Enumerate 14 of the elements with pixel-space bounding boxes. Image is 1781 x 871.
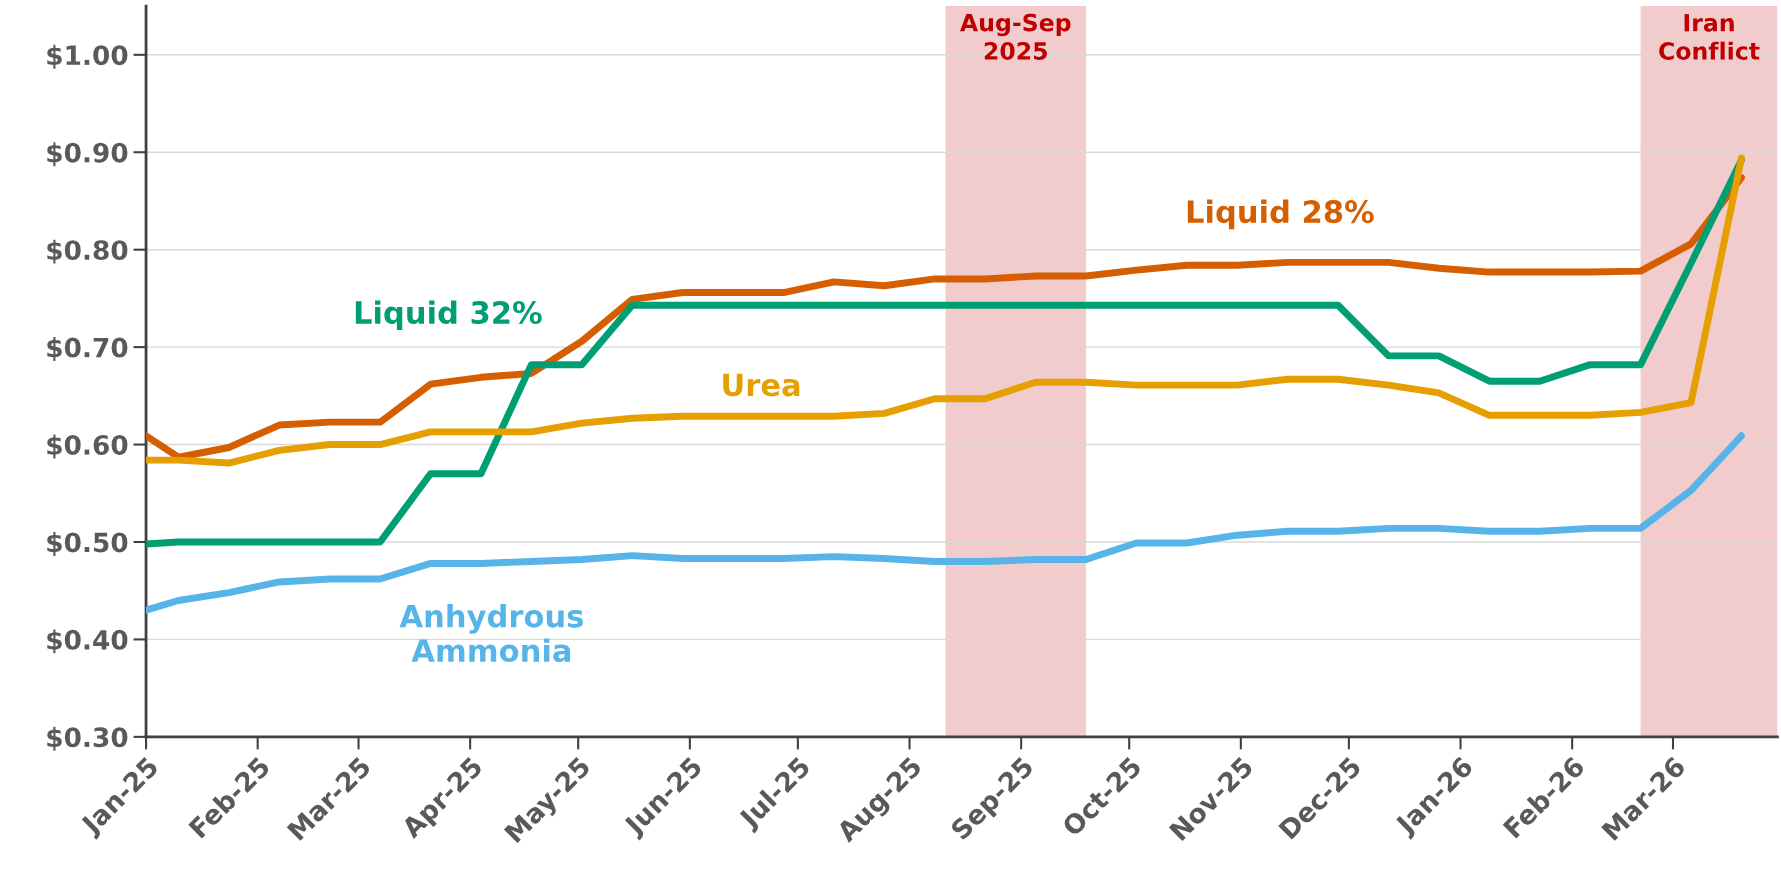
y-tick-label: $0.70 <box>47 337 128 362</box>
y-tick-label: $0.40 <box>47 629 128 654</box>
series-label: Anhydrous Ammonia <box>399 604 583 663</box>
series-label: Urea <box>723 373 800 397</box>
y-tick-label: $0.60 <box>47 434 128 459</box>
series-label: Liquid 28% <box>1187 199 1374 230</box>
band-label: Iran Conflict <box>1659 14 1760 60</box>
series-label: Liquid 32% <box>355 300 542 330</box>
y-tick-label: $0.30 <box>47 726 128 751</box>
y-tick-label: $0.90 <box>47 142 128 167</box>
y-tick-label: $1.00 <box>47 44 128 69</box>
y-tick-label: $0.50 <box>47 531 128 556</box>
y-tick-label: $0.80 <box>47 239 128 264</box>
band-label: Aug-Sep 2025 <box>960 13 1071 60</box>
